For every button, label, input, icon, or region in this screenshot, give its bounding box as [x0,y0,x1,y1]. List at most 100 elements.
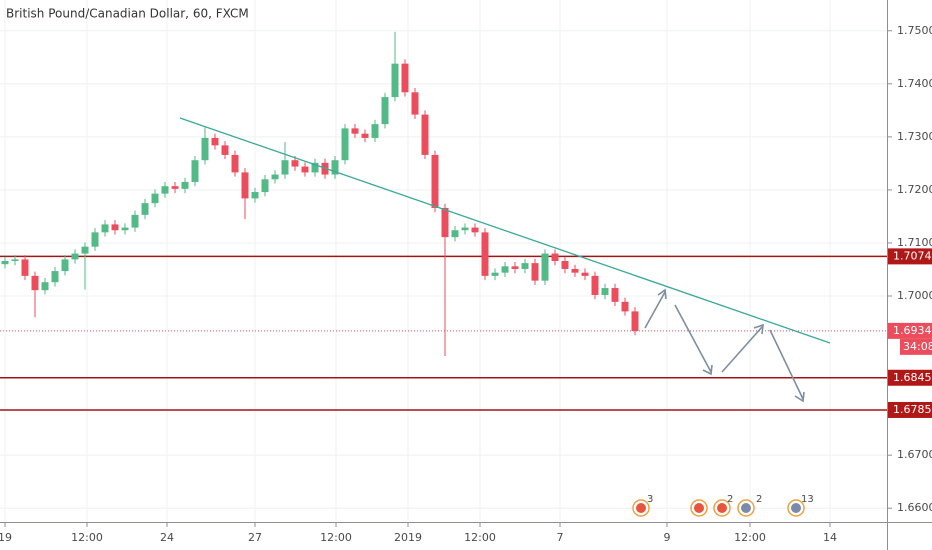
countdown-label: 34:08 [903,340,932,353]
candle-body [471,227,479,233]
candle-body [591,275,599,295]
candle-body [251,192,259,199]
candle-body [571,268,579,273]
candle-body [351,128,359,134]
candle-body [621,301,629,312]
y-tick-label: 1.72000 [897,183,932,196]
event-count: 2 [756,494,762,505]
candle-body [181,181,189,189]
candle-body [581,272,589,276]
y-tick-label: 1.73000 [897,130,932,143]
candle-body [161,186,169,194]
candle-body [341,128,349,161]
candle-body [1,261,9,265]
candle-body [391,63,399,98]
x-tick-label: 12:00 [320,531,352,544]
x-tick-label: 24 [160,531,174,544]
candle-body [21,259,29,276]
event-count: 3 [647,494,653,505]
arrow [644,288,667,329]
y-tick-label: 1.74000 [897,77,932,90]
candle-body [261,179,269,193]
x-tick-label: 2019 [394,531,422,544]
candle-body [501,266,509,273]
candle-body [521,263,529,269]
candle-body [511,266,519,269]
candle-body [631,311,639,332]
arrow [721,323,764,373]
level-tag [888,248,932,265]
y-tick-label: 1.75000 [897,24,932,37]
last-price-tag [888,322,932,339]
candle-body [381,97,389,125]
candle-body [211,137,219,146]
candle-body [551,253,559,261]
level-label: 1.70747 [893,249,932,262]
level-label: 1.67852 [893,403,932,416]
candle-body [611,288,619,302]
x-tick-label: 12:00 [734,531,766,544]
candle-body [441,207,449,238]
event-count: 13 [801,494,814,505]
y-tick-label: 1.71000 [897,236,932,249]
candle-body [231,154,239,173]
candle-body [171,186,179,189]
candle-body [431,154,439,208]
candle-body [281,160,289,175]
candle-body [421,114,429,155]
x-tick-label: 7 [557,531,564,544]
candle-body [601,288,609,295]
y-tick-label: 1.67000 [897,448,932,461]
candle-body [271,174,279,180]
candle-body [311,162,319,173]
candle-body [61,259,69,272]
arrow [769,329,805,403]
candle-body [71,253,79,260]
candle-body [101,224,109,233]
candle-body [491,272,499,276]
event-flag [717,503,727,513]
candle-body [121,227,129,231]
x-tick-label: 12:00 [71,531,103,544]
candle-body [531,263,539,281]
chart-title: British Pound/Canadian Dollar, 60, FXCM [6,7,249,21]
candle-body [241,172,249,199]
candle-body [41,282,49,291]
drawings [179,117,831,403]
candle-body [81,246,89,254]
arrow [674,304,713,376]
candle-body [131,214,139,228]
candle-body [221,145,229,155]
candle-body [141,203,149,215]
candle-body [151,193,159,204]
countdown-tag [900,338,932,355]
event-count: 2 [727,494,733,505]
level-tag [888,401,932,418]
trend-line [179,117,831,344]
candle-body [361,133,369,138]
x-tick-label: 9 [664,531,671,544]
axes: 1.66000 1.67000 1.70000 1.71000 1.72000 1.730… [0,24,932,544]
candle-body [91,232,99,247]
x-tick-label: 27 [248,531,262,544]
candle-body [191,160,199,182]
event-flag [741,503,751,513]
y-tick-label: 1.70000 [897,289,932,302]
projection-arrows [644,288,805,403]
candle-body [401,63,409,93]
candles [1,31,639,356]
level-label: 1.68459 [893,371,932,384]
candle-body [561,261,569,269]
x-tick-label: 19 [0,531,12,544]
candle-body [201,137,209,161]
candle-body [331,160,339,175]
candle-body [481,232,489,276]
grid [0,0,887,522]
candle-body [461,227,469,231]
levels [0,255,887,411]
candle-body [111,224,119,231]
candle-body [451,230,459,238]
x-tick-label: 14 [823,531,837,544]
